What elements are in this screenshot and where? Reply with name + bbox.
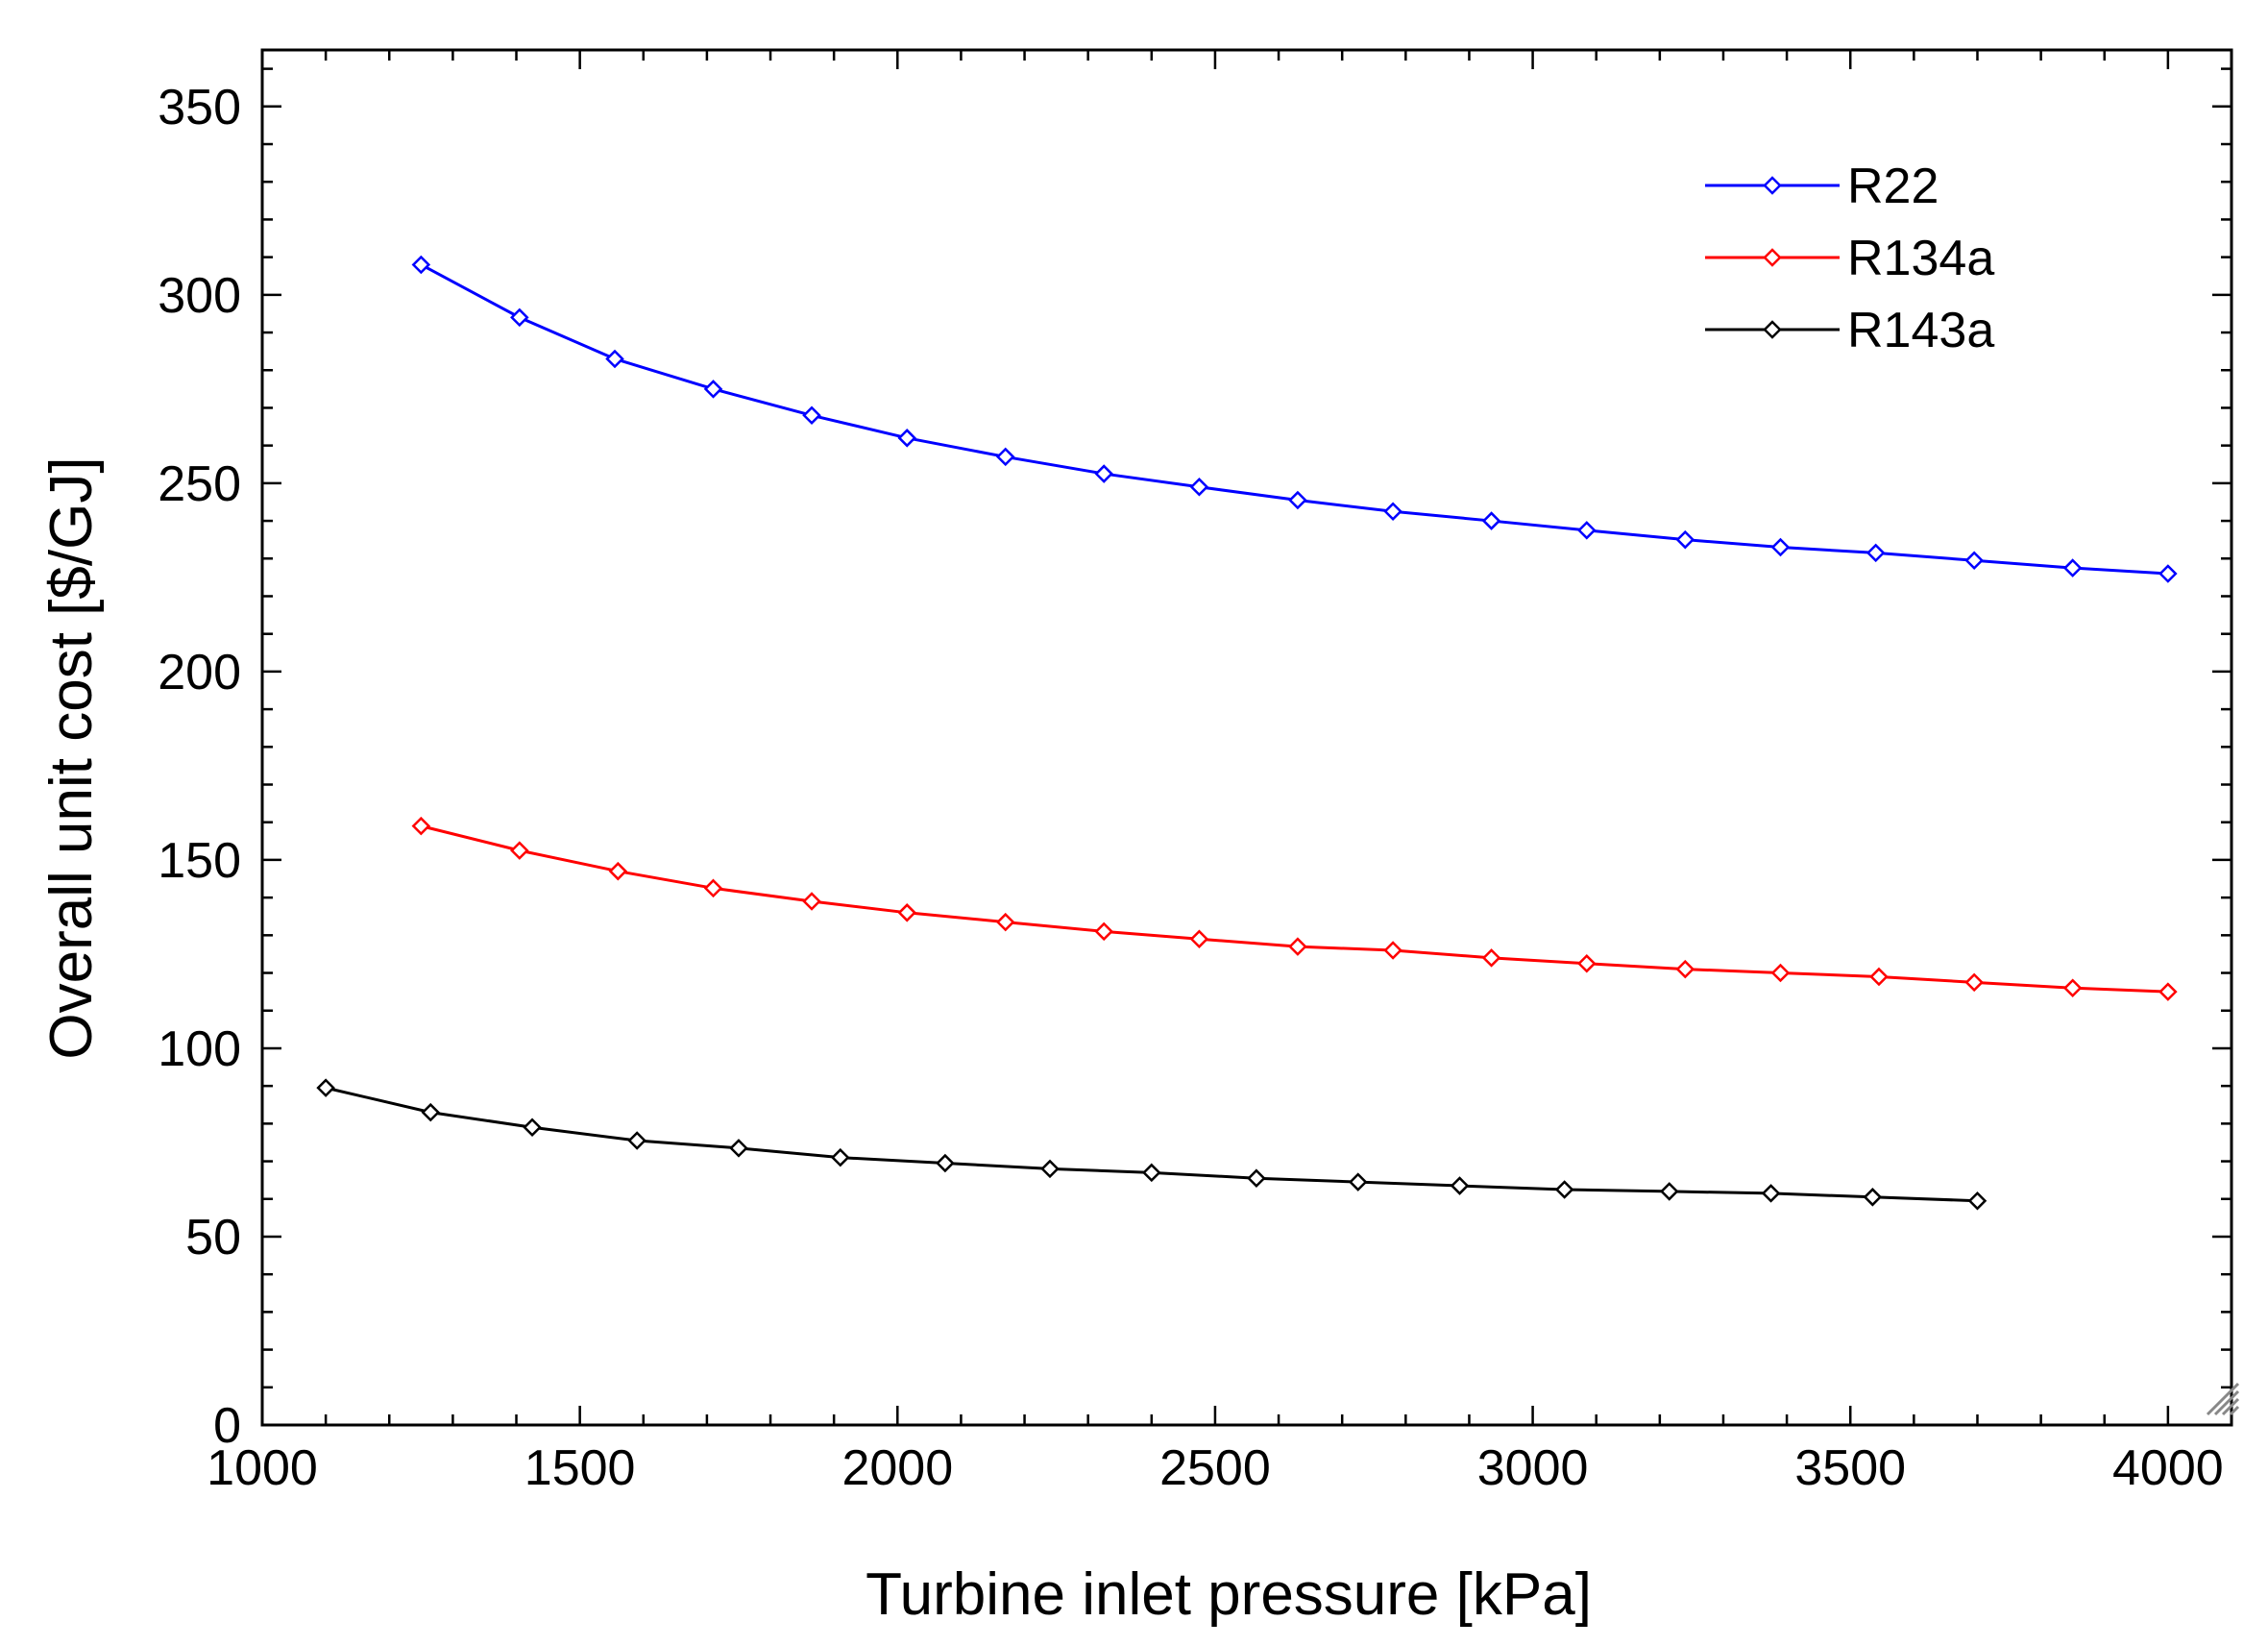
axes-layer: 1000 1500 2000 2500 3000 3500 4000 0 50 100 150 200…	[158, 48, 2233, 1496]
data-point-r22	[1383, 502, 1402, 522]
data-point-r134a	[703, 878, 723, 898]
data-point-r22	[897, 429, 916, 448]
y-tick-label: 350	[158, 80, 241, 135]
legend: R22 R134a R143a	[1705, 159, 1994, 358]
data-point-r22	[995, 447, 1015, 467]
data-point-r143a	[523, 1118, 542, 1138]
x-tick-label: 3000	[1477, 1440, 1589, 1496]
legend-label-r143a: R143a	[1847, 303, 1994, 358]
y-tick-label: 100	[158, 1021, 241, 1077]
data-point-r134a	[897, 903, 916, 922]
data-point-r134a	[1094, 921, 1113, 942]
data-point-r134a	[1964, 972, 1984, 993]
data-point-r143a	[1659, 1182, 1679, 1201]
x-tick-label: 4000	[2112, 1440, 2224, 1496]
data-point-r143a	[729, 1139, 748, 1158]
series-r134a	[411, 816, 2178, 1001]
legend-item-r134a: R134a	[1705, 231, 1994, 286]
data-point-r143a	[1967, 1191, 1988, 1211]
data-point-r22	[1770, 537, 1791, 557]
data-point-r143a	[1554, 1180, 1574, 1199]
data-point-r143a	[627, 1131, 646, 1150]
data-point-r134a	[1869, 967, 1889, 987]
y-tick-label: 300	[158, 268, 241, 324]
data-point-r143a	[1863, 1188, 1883, 1207]
data-point-r134a	[510, 841, 529, 860]
legend-marker-r143a	[1763, 320, 1782, 339]
legend-label-r22: R22	[1847, 159, 1939, 214]
data-point-r143a	[1761, 1184, 1781, 1203]
data-point-r143a	[936, 1153, 955, 1173]
data-point-r134a	[1383, 941, 1402, 960]
data-point-r143a	[316, 1078, 335, 1097]
legend-item-r143a: R143a	[1705, 303, 1994, 358]
data-point-r134a	[802, 892, 821, 911]
y-tick-label: 0	[213, 1398, 241, 1454]
y-tick-label: 150	[158, 833, 241, 889]
data-point-r143a	[1142, 1163, 1161, 1183]
y-tick-label: 250	[158, 456, 241, 512]
data-point-r22	[2158, 564, 2178, 583]
data-point-r22	[1094, 464, 1113, 483]
x-axis-title: Turbine inlet pressure [kPa]	[866, 1561, 1592, 1628]
plot-frame	[260, 48, 2233, 1427]
data-point-r134a	[2062, 978, 2083, 997]
data-point-r134a	[1288, 937, 1307, 956]
data-point-r134a	[411, 816, 431, 836]
series-r22	[411, 255, 2178, 583]
data-point-r134a	[1770, 963, 1791, 983]
data-point-r143a	[1450, 1176, 1470, 1195]
series-r143a	[316, 1078, 1988, 1211]
x-tick-label: 2000	[841, 1440, 953, 1496]
data-point-r22	[802, 405, 821, 426]
data-point-r22	[510, 307, 529, 328]
data-point-r143a	[831, 1147, 850, 1167]
data-point-r143a	[1348, 1172, 1368, 1192]
data-point-r134a	[1675, 959, 1695, 979]
data-point-r134a	[1481, 948, 1501, 968]
data-point-r22	[1288, 490, 1307, 510]
data-point-r143a	[421, 1102, 441, 1122]
resize-grip-icon	[2206, 1382, 2240, 1416]
series-layer	[316, 255, 2178, 1211]
legend-marker-r22	[1763, 176, 1782, 195]
y-tick-label: 50	[185, 1210, 241, 1265]
data-point-r134a	[608, 861, 628, 881]
data-point-r22	[1866, 543, 1886, 563]
data-point-r134a	[995, 912, 1015, 932]
data-point-r22	[1964, 551, 1984, 571]
legend-marker-r134a	[1763, 248, 1782, 267]
data-point-r22	[703, 380, 723, 399]
data-point-r134a	[1189, 929, 1209, 949]
data-point-r134a	[2158, 982, 2178, 1001]
y-axis-title: Overall unit cost [$/GJ]	[38, 456, 105, 1059]
data-point-r22	[605, 349, 624, 369]
data-point-r22	[1675, 529, 1695, 550]
data-point-r143a	[1040, 1159, 1060, 1179]
data-point-r22	[2062, 558, 2083, 577]
x-tick-label: 1000	[207, 1440, 318, 1496]
data-point-r22	[411, 255, 431, 275]
x-tick-label: 1500	[524, 1440, 636, 1496]
x-tick-label: 2500	[1159, 1440, 1271, 1496]
data-point-r143a	[1247, 1168, 1266, 1188]
data-point-r134a	[1577, 953, 1597, 973]
x-tick-label: 3500	[1794, 1440, 1906, 1496]
legend-label-r134a: R134a	[1847, 231, 1994, 286]
y-tick-label: 200	[158, 645, 241, 700]
data-point-r22	[1189, 478, 1209, 497]
legend-item-r22: R22	[1705, 159, 1939, 214]
data-point-r22	[1577, 521, 1597, 540]
data-point-r22	[1481, 511, 1501, 530]
